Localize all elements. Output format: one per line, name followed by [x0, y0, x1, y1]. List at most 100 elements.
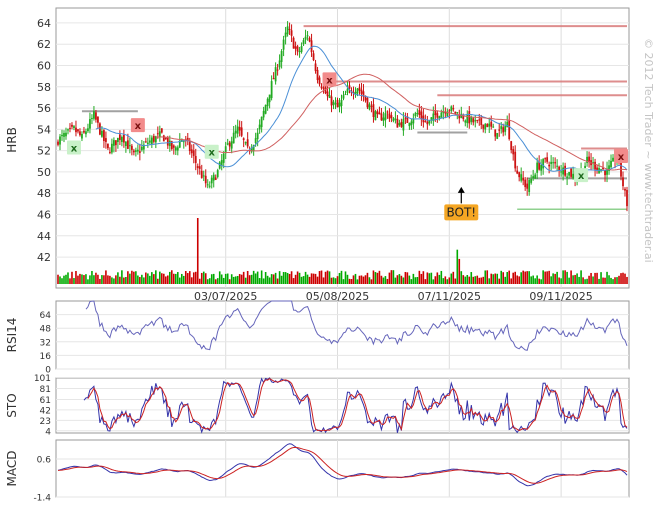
- volume-bar: [340, 270, 343, 284]
- candle-body: [434, 110, 437, 116]
- volume-bar: [468, 276, 471, 284]
- volume-bar: [218, 271, 221, 284]
- volume-bar: [182, 275, 185, 284]
- candle-body: [216, 170, 219, 177]
- candle-body: [342, 95, 345, 99]
- volume-bar: [412, 273, 415, 284]
- macd-y-tick-label: 0.6: [37, 456, 52, 466]
- volume-bar: [234, 276, 237, 284]
- volume-bar: [450, 273, 453, 284]
- candle-body: [274, 67, 277, 82]
- candle-body: [544, 158, 547, 160]
- candle-body: [588, 156, 590, 162]
- candle-body: [146, 142, 149, 144]
- volume-bar: [442, 278, 445, 284]
- candle-body: [426, 121, 429, 125]
- buy-signal-marker: [574, 168, 589, 183]
- volume-bar: [200, 272, 203, 284]
- volume-bar: [504, 276, 507, 284]
- candle-body: [366, 97, 369, 108]
- rsi-y-tick-label: 0: [45, 366, 51, 376]
- candle-body: [448, 110, 451, 112]
- volume-bar: [590, 272, 592, 284]
- candle-body: [204, 175, 207, 184]
- volume-bar: [576, 273, 578, 284]
- price-y-tick-label: 58: [37, 81, 51, 94]
- candle-body: [436, 113, 439, 118]
- volume-bar: [380, 275, 383, 284]
- candle-body: [230, 141, 233, 149]
- price-y-tick-label: 44: [37, 230, 51, 243]
- volume-bar: [470, 272, 473, 284]
- candle-body: [290, 30, 293, 36]
- volume-bar: [196, 218, 199, 284]
- sell-signal-label: x: [135, 121, 142, 132]
- candle-body: [408, 122, 411, 127]
- volume-bar: [452, 271, 455, 284]
- volume-bar: [135, 271, 137, 284]
- candle-body: [162, 135, 165, 142]
- volume-bar: [127, 271, 129, 284]
- volume-bar: [352, 275, 355, 284]
- volume-bar: [354, 273, 357, 284]
- sell-signal-marker: [614, 148, 629, 163]
- candle-body: [554, 162, 557, 164]
- candle-body: [512, 149, 515, 155]
- candle-body: [142, 144, 145, 150]
- volume-bar: [206, 279, 209, 284]
- volume-bar: [568, 277, 570, 284]
- volume-bar: [192, 272, 195, 284]
- candle-body: [105, 138, 107, 142]
- volume-bar: [155, 270, 157, 284]
- volume-bar: [95, 272, 97, 284]
- candle-body: [386, 111, 389, 113]
- candle-body: [428, 120, 431, 124]
- volume-bar: [338, 272, 341, 284]
- volume-bar: [220, 274, 223, 284]
- candle-body: [570, 168, 572, 177]
- volume-bar: [91, 270, 93, 284]
- candle-body: [480, 117, 483, 125]
- callout-label: BOT!: [446, 205, 476, 219]
- candle-body: [126, 140, 129, 149]
- candle-body: [220, 160, 223, 166]
- volume-bar: [117, 272, 119, 284]
- candle-body: [198, 166, 201, 169]
- volume-bar: [346, 274, 349, 284]
- candle-body: [472, 118, 475, 123]
- volume-bar: [320, 270, 323, 284]
- volume-bar: [494, 273, 497, 284]
- candle-body: [97, 116, 99, 123]
- candle-body: [370, 105, 373, 107]
- sto-y-tick-label: 23: [40, 417, 51, 427]
- panel-macd: [55, 439, 630, 498]
- volume-bar: [582, 277, 584, 284]
- x-tick-label: 03/07/2025: [194, 290, 257, 303]
- volume-bar: [604, 277, 606, 284]
- candle-body: [148, 140, 151, 143]
- volume-bar: [149, 275, 151, 284]
- candle-body: [404, 117, 407, 119]
- volume-bar: [236, 275, 239, 284]
- volume-bar: [622, 272, 624, 284]
- volume-bar: [484, 270, 487, 284]
- candle-body: [452, 108, 455, 110]
- candle-body: [79, 131, 81, 136]
- price-y-tick-label: 48: [37, 187, 51, 200]
- volume-bar: [518, 276, 520, 284]
- volume-bar: [274, 272, 277, 284]
- candle-body: [424, 121, 427, 123]
- candle-body: [488, 123, 491, 127]
- candle-body: [392, 118, 395, 121]
- volume-bar: [532, 275, 534, 284]
- volume-bar: [366, 272, 369, 284]
- volume-bar: [550, 276, 552, 284]
- volume-bar: [548, 270, 550, 284]
- moving-average-line: [95, 45, 628, 172]
- volume-bar: [308, 276, 311, 284]
- candle-body: [260, 116, 263, 128]
- price-y-tick-label: 54: [37, 123, 51, 136]
- volume-bar: [454, 278, 457, 284]
- watermark: © 2012 Tech Trader ~ www.techtrader.ai: [642, 38, 655, 263]
- candle-body: [420, 111, 423, 120]
